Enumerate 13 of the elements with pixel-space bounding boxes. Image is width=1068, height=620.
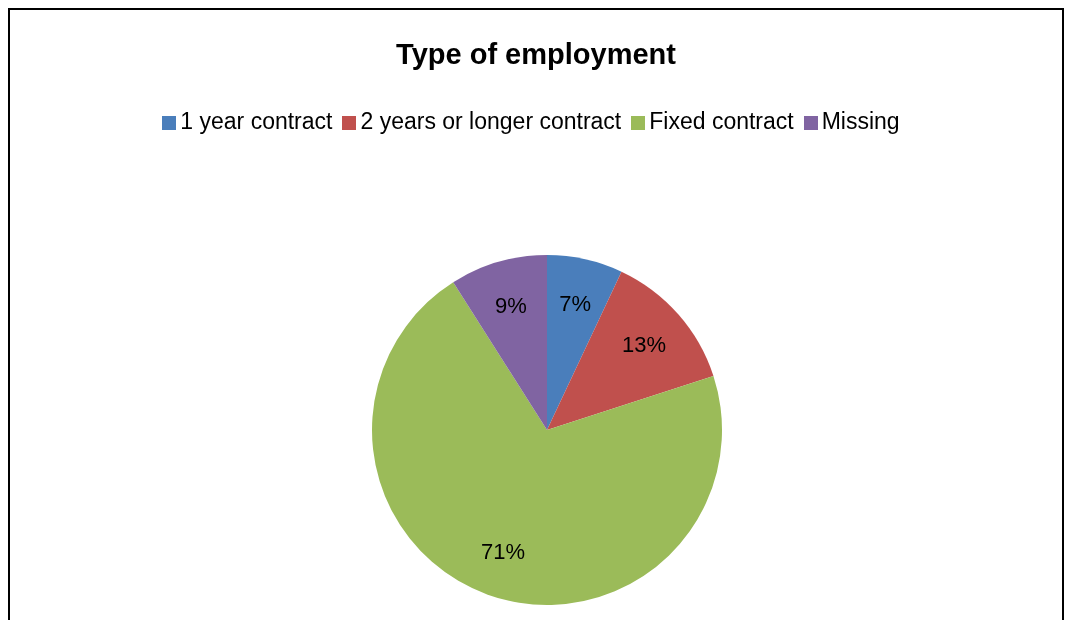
legend-label: Fixed contract — [649, 108, 794, 134]
chart-title: Type of employment — [395, 38, 677, 71]
legend-label: Missing — [821, 108, 900, 134]
pie-slice — [453, 255, 547, 430]
pie-slice — [547, 255, 622, 430]
pie-slice — [372, 282, 722, 605]
data-label: 71% — [481, 539, 526, 565]
legend-label: 2 years or longer contract — [360, 108, 622, 134]
legend-label: 1 year contract — [180, 108, 333, 134]
data-label: 9% — [494, 293, 527, 319]
data-label: 7% — [559, 291, 592, 317]
pie-slice — [547, 271, 714, 430]
data-label: 13% — [622, 331, 667, 357]
